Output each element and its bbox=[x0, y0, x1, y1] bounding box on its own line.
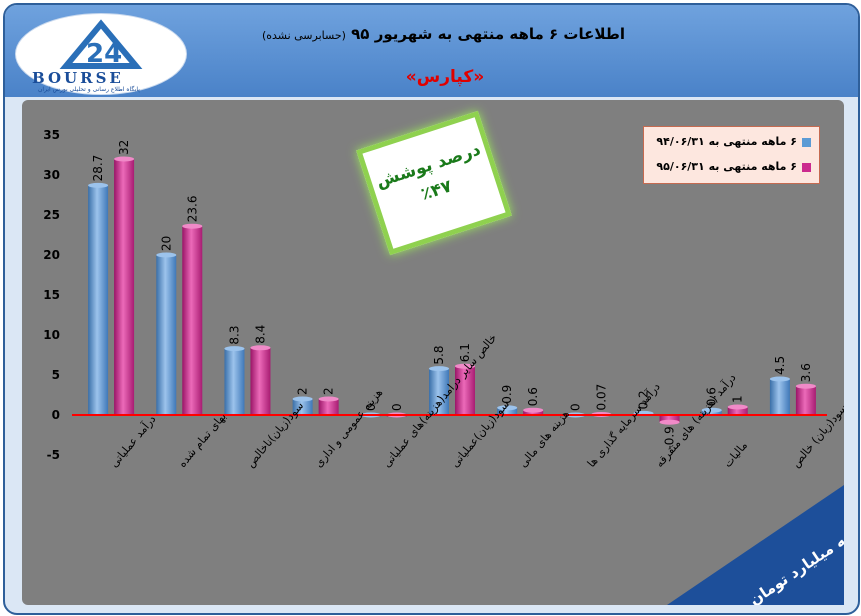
category-label: بهای تمام شده bbox=[176, 410, 229, 470]
bar-s2 bbox=[182, 226, 203, 415]
data-label: 32 bbox=[117, 140, 131, 155]
bar-cap-s2 bbox=[182, 223, 203, 229]
bar-s1 bbox=[156, 255, 177, 415]
plot-area: -5 0 5 10 15 20 25 30 35 28.7 20 8.3 2 0 5.8 0.9 0 0.2 0.6… bbox=[22, 100, 844, 605]
data-label: 8.3 bbox=[227, 326, 241, 345]
bar-cap-s1 bbox=[224, 346, 245, 352]
bar-s1 bbox=[429, 368, 449, 415]
legend-label-2: ۶ ماهه منتهی به ۹۵/۰۶/۳۱ bbox=[656, 160, 797, 173]
category-label: درآمد عملیاتی bbox=[107, 412, 159, 470]
legend-label-1: ۶ ماهه منتهی به ۹۴/۰۶/۳۱ bbox=[656, 135, 797, 148]
bar-s1 bbox=[292, 399, 313, 415]
company-name: «کپارس» bbox=[405, 67, 485, 87]
logo-text: BOURSE bbox=[32, 69, 124, 87]
legend-swatch-1 bbox=[802, 138, 811, 147]
data-label: 6.1 bbox=[458, 343, 472, 362]
data-label: 0 bbox=[390, 403, 404, 411]
bar-s2 bbox=[455, 366, 475, 415]
bar-s1 bbox=[769, 379, 790, 415]
header-bar: 24 BOURSE پایگاه اطلاع رسانی و تحلیلی بو… bbox=[5, 5, 858, 97]
chart-legend: ۶ ماهه منتهی به ۹۴/۰۶/۳۱ ۶ ماهه منتهی به… bbox=[643, 126, 820, 184]
bar-s2 bbox=[659, 415, 680, 423]
bar-cap-s2 bbox=[455, 363, 475, 369]
data-label: 0 bbox=[568, 403, 582, 411]
data-label: 0.07 bbox=[594, 384, 608, 411]
data-label: 8.4 bbox=[253, 325, 267, 344]
bar-cap-s1 bbox=[701, 407, 722, 413]
data-label: 4.5 bbox=[773, 356, 787, 375]
bar-cap-s2 bbox=[114, 156, 135, 162]
data-label: 0.6 bbox=[705, 387, 719, 406]
data-label: 0.2 bbox=[637, 390, 651, 409]
y-tick-label: 5 bbox=[52, 368, 60, 382]
category-label: مالیات bbox=[721, 439, 750, 470]
logo-tagline: پایگاه اطلاع رسانی و تحلیلی بورس ایران bbox=[38, 86, 140, 93]
data-label: 20 bbox=[159, 236, 173, 251]
data-label: 0.6 bbox=[526, 387, 540, 406]
y-tick-label: 10 bbox=[43, 328, 60, 342]
bar-s2 bbox=[727, 407, 748, 415]
bar-cap-s2 bbox=[727, 404, 748, 410]
y-tick-label: 35 bbox=[43, 128, 60, 142]
y-tick-label: -5 bbox=[47, 448, 60, 462]
y-tick-label: 30 bbox=[43, 168, 60, 182]
svg-text:24: 24 bbox=[86, 39, 122, 69]
title-note: (حسابرسی نشده) bbox=[261, 29, 346, 42]
bar-cap-s1 bbox=[88, 182, 109, 188]
logo-mark-icon: 24 bbox=[59, 19, 143, 69]
legend-item-1: ۶ ماهه منتهی به ۹۴/۰۶/۳۱ bbox=[644, 131, 819, 153]
data-label: 5.8 bbox=[432, 346, 446, 365]
bar-s2 bbox=[795, 386, 816, 415]
data-label: 3.6 bbox=[799, 363, 813, 382]
bar-s1 bbox=[497, 407, 518, 415]
bar-cap-s2 bbox=[318, 396, 339, 402]
bar-cap-s1 bbox=[292, 396, 313, 402]
data-label: 0 bbox=[364, 403, 378, 411]
bar-s2 bbox=[114, 159, 135, 415]
bar-cap-s2 bbox=[795, 383, 816, 389]
data-label: 23.6 bbox=[185, 195, 199, 222]
bar-s2 bbox=[318, 399, 339, 415]
chart-frame: 24 BOURSE پایگاه اطلاع رسانی و تحلیلی بو… bbox=[3, 3, 860, 615]
bar-cap-s2 bbox=[523, 407, 544, 413]
page-title: اطلاعات ۶ ماهه منتهی به شهریور ۹۵ (حسابر… bbox=[195, 25, 625, 43]
legend-swatch-2 bbox=[802, 163, 811, 172]
legend-item-2: ۶ ماهه منتهی به ۹۵/۰۶/۳۱ bbox=[644, 156, 819, 178]
data-label: -0.9 bbox=[663, 426, 677, 449]
bar-s1 bbox=[88, 185, 109, 415]
bar-cap-s1 bbox=[156, 252, 177, 258]
data-label: 28.7 bbox=[91, 155, 105, 182]
category-label: هزینه های مالی bbox=[517, 407, 573, 470]
bar-cap-s1 bbox=[769, 376, 790, 382]
data-label: 0.9 bbox=[500, 385, 514, 404]
y-tick-label: 15 bbox=[43, 288, 60, 302]
title-text: اطلاعات ۶ ماهه منتهی به شهریور ۹۵ bbox=[351, 25, 625, 43]
y-tick-label: 0 bbox=[52, 408, 60, 422]
bar-cap-s1 bbox=[429, 366, 449, 372]
unit-banner: ارقام به میلیارد تومان bbox=[667, 485, 844, 605]
bar-s1 bbox=[224, 348, 245, 415]
bourse24-logo: 24 BOURSE پایگاه اطلاع رسانی و تحلیلی بو… bbox=[15, 13, 187, 95]
bar-s2 bbox=[250, 347, 271, 415]
data-label: 2 bbox=[296, 387, 310, 395]
bar-cap-s2 bbox=[659, 419, 680, 425]
bar-cap-s1 bbox=[497, 405, 518, 411]
y-tick-label: 20 bbox=[43, 248, 60, 262]
unit-banner-shape bbox=[667, 485, 844, 605]
data-label: 2 bbox=[322, 387, 336, 395]
y-tick-label: 25 bbox=[43, 208, 60, 222]
bar-cap-s2 bbox=[250, 345, 271, 351]
data-label: 1 bbox=[731, 395, 745, 403]
